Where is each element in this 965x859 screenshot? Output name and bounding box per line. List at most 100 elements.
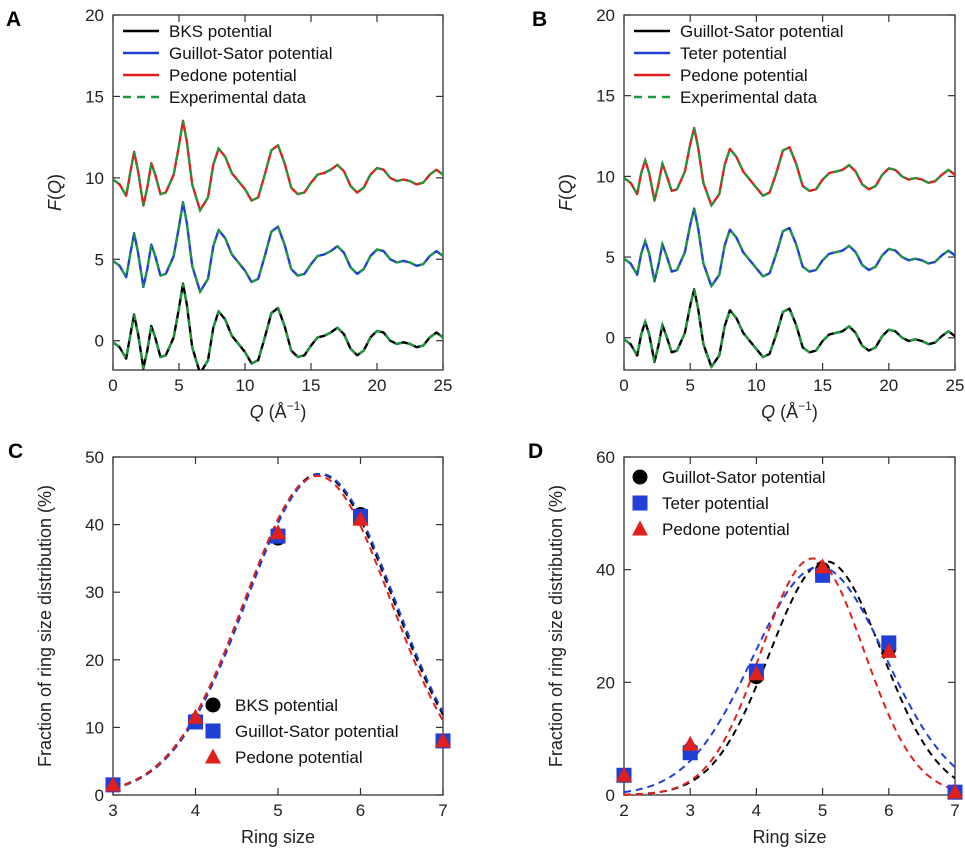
series-lines — [624, 126, 955, 370]
plot-frame — [112, 14, 444, 371]
fit-curve — [624, 560, 956, 796]
experimental-line — [113, 120, 443, 214]
y-label-close: ) — [45, 174, 65, 180]
y-tick-label: 10 — [85, 169, 104, 188]
series-line-pedone-potential — [624, 126, 955, 207]
x-label-symbol: Q — [761, 402, 775, 422]
y-tick-label: 20 — [85, 6, 104, 25]
x-tick-label: 5 — [174, 376, 183, 395]
y-tick-label: 20 — [596, 6, 615, 25]
plot-frame — [112, 456, 444, 796]
x-tick-label: 3 — [108, 801, 117, 820]
series-line-pedone-potential — [113, 119, 443, 212]
x-tick-label: 20 — [879, 376, 898, 395]
legend-label: Guillot-Sator potential — [235, 722, 398, 741]
axes-panel-d: 2 3 4 5 6 7 0 20 40 60 Ring size Fraction of ring s… — [546, 448, 963, 847]
legend-label: Teter potential — [662, 494, 769, 513]
x-label-close: ) — [812, 402, 818, 422]
panel-letter-a: A — [6, 8, 21, 31]
y-tick-label: 50 — [85, 448, 104, 467]
fit-curve — [623, 557, 956, 796]
plot-frame — [623, 14, 956, 371]
y-tick-label: 0 — [95, 332, 104, 351]
legend-label: Guillot-Sator potential — [662, 468, 825, 487]
plot-frame — [623, 456, 956, 796]
y-axis-label: Fraction of ring size distribution (%) — [546, 485, 566, 767]
x-axis-label: Ring size — [241, 827, 315, 847]
data-point-triangle — [187, 708, 204, 724]
series-line-guillot-sator-potential — [113, 201, 443, 293]
y-tick-label: 0 — [606, 329, 615, 348]
y-tick-label: 10 — [596, 167, 615, 186]
x-label-unit: (Å — [264, 402, 287, 422]
x-tick-label: 25 — [434, 376, 453, 395]
x-tick-label: 6 — [356, 801, 365, 820]
legend-label: Experimental data — [169, 88, 307, 107]
y-tick-label: 20 — [85, 651, 104, 670]
data-point-triangle — [616, 766, 632, 782]
legend-label: Pedone potential — [235, 748, 363, 767]
legend-label: Guillot-Sator potential — [169, 44, 332, 63]
x-label-symbol: Q — [250, 402, 264, 422]
y-label-q: Q — [556, 180, 576, 194]
y-label-close: ) — [556, 174, 576, 180]
data-point-triangle — [352, 510, 369, 526]
x-tick-label: 20 — [368, 376, 387, 395]
legend-marker — [205, 723, 221, 739]
panel-letter-c: C — [8, 440, 23, 463]
x-tick-label: 15 — [813, 376, 832, 395]
experimental-line — [624, 208, 955, 289]
y-tick-label: 5 — [606, 248, 615, 267]
legend-label: Experimental data — [680, 88, 818, 107]
x-tick-label: 5 — [685, 376, 694, 395]
legend-label: Pedone potential — [662, 520, 790, 539]
x-tick-label: 7 — [950, 801, 959, 820]
x-tick-label: 10 — [747, 376, 766, 395]
data-point-triangle — [105, 776, 121, 792]
fit-curve — [112, 472, 444, 790]
x-tick-label: 5 — [273, 801, 282, 820]
x-tick-label: 4 — [191, 801, 200, 820]
x-label-exponent: −1 — [287, 399, 301, 413]
legend-label: Pedone potential — [680, 66, 808, 85]
data-point-triangle — [682, 735, 699, 751]
data-point-triangle — [748, 665, 765, 681]
data-point-triangle — [435, 732, 451, 748]
fit-curve — [112, 475, 444, 790]
y-tick-label: 30 — [85, 583, 104, 602]
x-label-close: ) — [300, 402, 306, 422]
x-label-unit: (Å — [775, 402, 798, 422]
y-tick-label: 0 — [606, 786, 615, 805]
x-tick-label: 4 — [752, 801, 761, 820]
legend-marker — [632, 520, 648, 536]
y-axis-label: F(Q) — [45, 174, 65, 211]
y-tick-label: 5 — [95, 250, 104, 269]
x-tick-label: 7 — [438, 801, 447, 820]
experimental-line — [624, 289, 955, 370]
y-tick-label: 15 — [85, 87, 104, 106]
legend-label: BKS potential — [235, 696, 338, 715]
x-label-exponent: −1 — [798, 399, 812, 413]
x-tick-label: 2 — [619, 801, 628, 820]
legend-marker — [205, 748, 221, 764]
experimental-line — [624, 127, 955, 208]
x-axis-label: Ring size — [752, 827, 826, 847]
legend-label: Teter potential — [680, 44, 787, 63]
x-tick-label: 3 — [685, 801, 694, 820]
data-point-triangle — [270, 524, 286, 540]
y-tick-label: 40 — [596, 561, 615, 580]
y-tick-label: 15 — [596, 87, 615, 106]
panel-letter-b: B — [532, 8, 547, 31]
y-tick-label: 10 — [85, 718, 104, 737]
panel-letter-d: D — [528, 440, 543, 463]
x-tick-label: 6 — [884, 801, 893, 820]
y-label-open: ( — [45, 194, 65, 200]
x-tick-label: 0 — [108, 376, 117, 395]
y-tick-label: 60 — [596, 448, 615, 467]
y-tick-label: 20 — [596, 673, 615, 692]
y-label-f: F — [556, 199, 576, 211]
data-point-triangle — [947, 783, 963, 799]
series-line-guillot-sator-potential — [624, 288, 955, 368]
